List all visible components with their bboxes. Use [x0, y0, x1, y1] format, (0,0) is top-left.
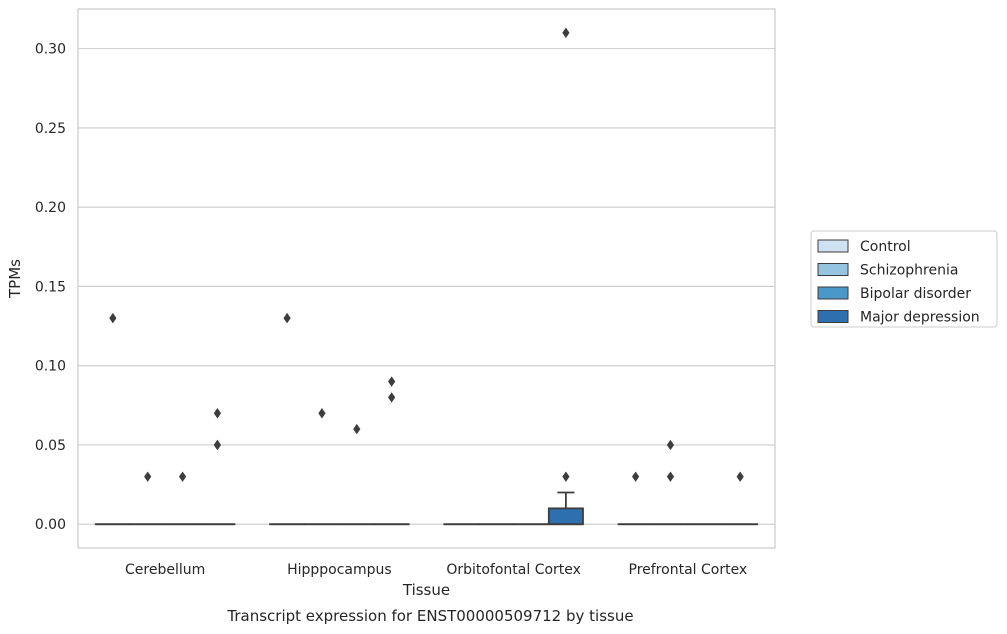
boxes	[94, 27, 759, 526]
outlier-point	[178, 471, 187, 482]
x-axis-title: Tissue	[402, 581, 450, 599]
outlier-point	[388, 376, 396, 387]
legend-label: Major depression	[860, 310, 980, 326]
box-major-depression	[547, 27, 584, 526]
plot-frame	[77, 8, 776, 549]
outlier-point	[562, 27, 570, 38]
y-tick-label: 0.15	[35, 279, 66, 295]
outlier-point	[666, 471, 675, 482]
outlier-point	[736, 471, 744, 482]
axes: 0.00 0.05 0.10 0.15 0.20 0.25 0.30 Cerebellum Hi…	[35, 42, 747, 578]
legend-label: Control	[860, 239, 911, 255]
outlier-point	[318, 408, 326, 419]
outlier-point	[144, 471, 152, 482]
box-body	[547, 507, 584, 526]
outlier-point	[353, 423, 361, 435]
y-tick-label: 0.00	[35, 517, 66, 533]
legend-label: Schizophrenia	[860, 263, 958, 279]
x-tick-label: Hipppocampus	[287, 562, 392, 578]
x-tick-label: Cerebellum	[125, 562, 205, 578]
y-tick-label: 0.30	[35, 42, 66, 58]
box-control	[94, 312, 131, 526]
outlier-point	[213, 408, 221, 419]
y-axis-title: TPMs	[6, 259, 24, 299]
legend-swatch	[817, 310, 849, 323]
legend-label: Bipolar disorder	[860, 286, 971, 302]
box-bipolar-disorder	[164, 471, 201, 526]
x-tick-label: Prefrontal Cortex	[629, 562, 748, 578]
box-schizophrenia	[303, 408, 340, 526]
y-tick-label: 0.05	[35, 438, 66, 454]
outlier-point	[562, 471, 570, 482]
outlier-point	[283, 312, 291, 324]
x-tick-label: Orbitofontal Cortex	[446, 562, 581, 578]
y-tick-label: 0.25	[35, 121, 66, 137]
box-major-depression	[199, 408, 236, 526]
box-major-depression	[373, 376, 410, 526]
box-schizophrenia	[652, 439, 689, 526]
legend-swatch	[817, 239, 849, 253]
outlier-point	[213, 439, 221, 451]
y-tick-label: 0.20	[35, 200, 66, 216]
outlier-point	[632, 471, 640, 482]
outlier-point	[388, 392, 396, 403]
y-tick-label: 0.10	[35, 359, 66, 375]
legend: Control Schizophrenia Bipolar disorder Majo…	[810, 230, 998, 328]
legend-frame	[810, 230, 998, 328]
legend-swatch	[817, 286, 849, 300]
box-control	[269, 312, 306, 526]
outlier-point	[109, 312, 117, 324]
chart-caption: Transcript expression for ENST0000050971…	[226, 607, 633, 625]
box-control	[617, 471, 654, 526]
outlier-point	[666, 439, 675, 451]
box-bipolar-disorder	[338, 423, 375, 526]
gridlines	[78, 48, 775, 525]
box-major-depression	[722, 471, 759, 526]
box-schizophrenia	[129, 471, 166, 526]
legend-swatch	[817, 263, 849, 276]
